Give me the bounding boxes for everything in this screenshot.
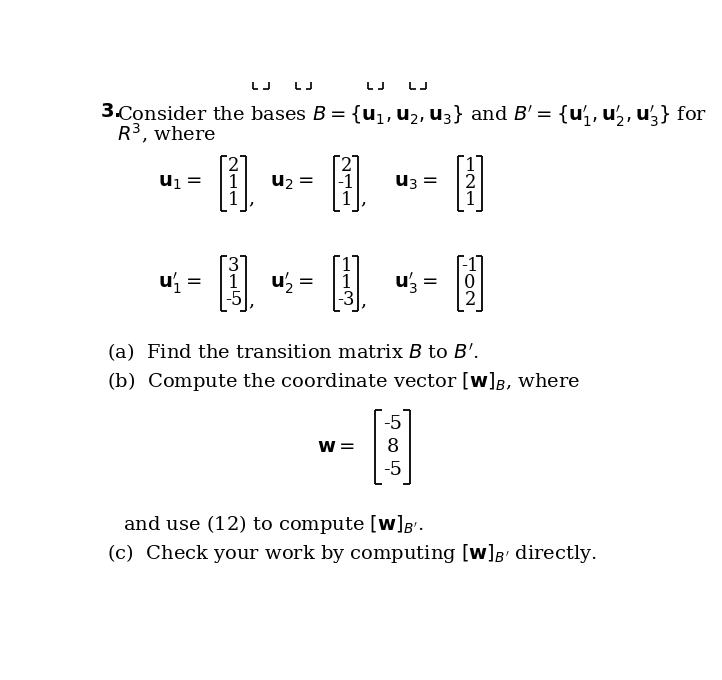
Text: 2: 2	[340, 157, 352, 175]
Text: 1: 1	[228, 174, 240, 192]
Text: $\mathbf{u}_3 =$: $\mathbf{u}_3 =$	[394, 174, 438, 192]
Text: 1: 1	[464, 191, 476, 209]
Text: -1: -1	[461, 258, 479, 275]
Text: 1: 1	[340, 274, 352, 292]
Text: -5: -5	[383, 462, 402, 479]
Text: -3: -3	[337, 291, 355, 309]
Text: ,: ,	[361, 190, 367, 207]
Text: $\mathbf{u}^{\prime}_3 =$: $\mathbf{u}^{\prime}_3 =$	[394, 271, 438, 296]
Text: and use (12) to compute $[\mathbf{w}]_{B^{\prime}}$.: and use (12) to compute $[\mathbf{w}]_{B…	[123, 513, 423, 536]
Text: $\mathbf{3.}$: $\mathbf{3.}$	[100, 103, 121, 121]
Text: 8: 8	[386, 439, 399, 456]
Text: -1: -1	[337, 174, 355, 192]
Text: (b)  Compute the coordinate vector $[\mathbf{w}]_B$, where: (b) Compute the coordinate vector $[\mat…	[108, 371, 580, 393]
Text: 1: 1	[340, 191, 352, 209]
Text: $\mathbf{u}^{\prime}_2 =$: $\mathbf{u}^{\prime}_2 =$	[270, 271, 313, 296]
Text: ,: ,	[248, 190, 254, 207]
Text: ,: ,	[248, 291, 254, 309]
Text: -5: -5	[383, 415, 402, 433]
Text: (c)  Check your work by computing $[\mathbf{w}]_{B^{\prime}}$ directly.: (c) Check your work by computing $[\math…	[108, 542, 597, 565]
Text: 1: 1	[464, 157, 476, 175]
Text: $\mathbf{u}^{\prime}_1 =$: $\mathbf{u}^{\prime}_1 =$	[157, 271, 201, 296]
Text: (a)  Find the transition matrix $B$ to $B^{\prime}$.: (a) Find the transition matrix $B$ to $B…	[108, 341, 479, 364]
Text: 2: 2	[228, 157, 239, 175]
Text: Consider the bases $B = \{\mathbf{u}_1, \mathbf{u}_2, \mathbf{u}_3\}$ and $B^{\p: Consider the bases $B = \{\mathbf{u}_1, …	[118, 103, 708, 129]
Text: 1: 1	[228, 274, 240, 292]
Text: $\mathbf{w} =$: $\mathbf{w} =$	[317, 439, 355, 456]
Text: 1: 1	[340, 258, 352, 275]
Text: 2: 2	[464, 291, 476, 309]
Text: -5: -5	[225, 291, 243, 309]
Text: 3: 3	[228, 258, 240, 275]
Text: 2: 2	[464, 174, 476, 192]
Text: $\mathbf{u}_2 =$: $\mathbf{u}_2 =$	[270, 174, 313, 192]
Text: 0: 0	[464, 274, 476, 292]
Text: $\mathbf{u}_1 =$: $\mathbf{u}_1 =$	[157, 174, 201, 192]
Text: ,: ,	[361, 291, 367, 309]
Text: $R^3$, where: $R^3$, where	[118, 122, 217, 146]
Text: 1: 1	[228, 191, 240, 209]
